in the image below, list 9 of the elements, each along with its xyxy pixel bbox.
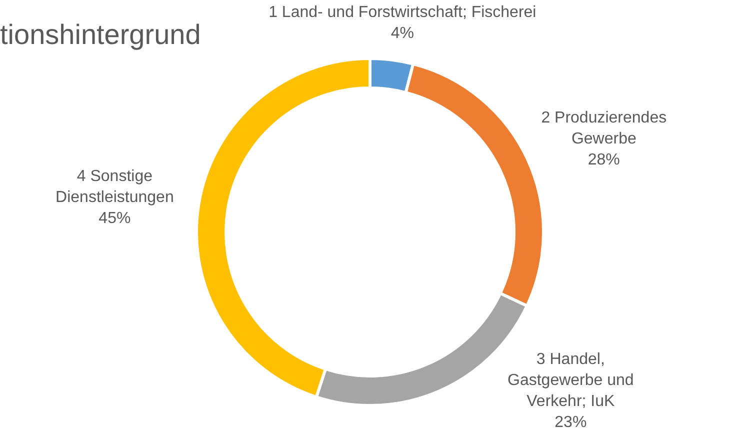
- slice-label: 2 Produzierendes Gewerbe: [541, 109, 667, 148]
- slice-label: 4 Sonstige Dienstleistungen: [56, 168, 174, 206]
- text: tionshintergrund: [0, 19, 201, 50]
- slice-label: 1 Land- und Forstwirtschaft; Fischerei: [268, 4, 536, 21]
- data-label: 45%: [98, 210, 131, 228]
- data-label: 23%: [554, 414, 587, 431]
- slice-label: 3 Handel, Gastgewerbe und Verkehr; IuK: [508, 350, 634, 410]
- data-label: 4%: [390, 24, 414, 42]
- data-label: 28%: [588, 151, 620, 168]
